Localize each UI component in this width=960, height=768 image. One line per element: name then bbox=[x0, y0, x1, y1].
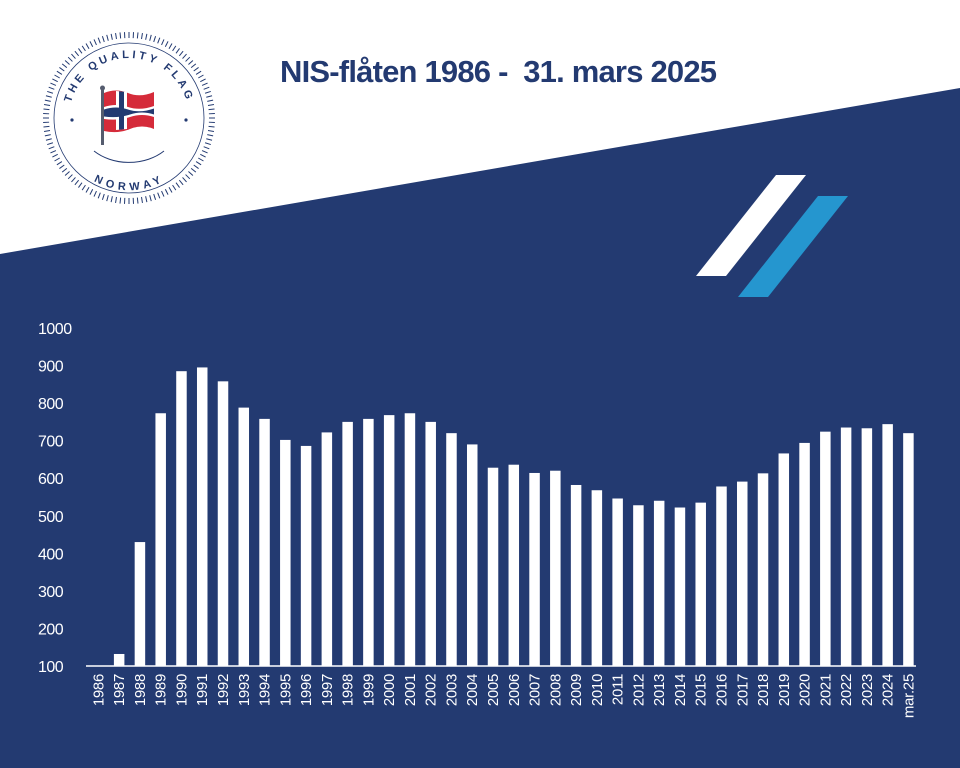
x-tick-label: 2024 bbox=[880, 674, 897, 706]
x-tick-label: 2009 bbox=[568, 674, 585, 706]
x-axis: 1986 1987 1988 1989 1990 1991 1992 1993 1994 1995… bbox=[90, 674, 917, 718]
bar-1992 bbox=[217, 381, 229, 666]
x-tick-label: 2016 bbox=[713, 674, 730, 706]
x-tick-label: 2017 bbox=[734, 674, 751, 706]
y-tick-label: 400 bbox=[38, 546, 64, 563]
bar-2006 bbox=[508, 464, 520, 666]
bar-1988 bbox=[134, 542, 146, 666]
bar-2024 bbox=[882, 424, 893, 666]
y-tick-label: 600 bbox=[38, 471, 64, 488]
x-tick-label: 2006 bbox=[506, 674, 523, 706]
y-tick-label: 900 bbox=[38, 359, 64, 376]
x-tick-label: 2005 bbox=[485, 674, 502, 706]
bar-2007 bbox=[529, 472, 540, 666]
bar-1993 bbox=[238, 407, 250, 666]
x-tick-label: 2003 bbox=[443, 674, 460, 706]
x-tick-label: 2018 bbox=[755, 674, 772, 706]
x-tick-label: 2022 bbox=[838, 674, 855, 706]
bar-2010 bbox=[591, 490, 603, 666]
bar-1998 bbox=[342, 421, 353, 666]
bar-mar-25 bbox=[903, 433, 914, 666]
bar-2013 bbox=[653, 500, 665, 666]
bar-2001 bbox=[404, 413, 416, 666]
x-tick-label: 2001 bbox=[402, 674, 419, 706]
x-tick-label: 1998 bbox=[340, 674, 357, 706]
x-tick-label: 1989 bbox=[153, 674, 170, 706]
x-tick-label: 2008 bbox=[547, 674, 564, 706]
x-tick-label: 1992 bbox=[215, 674, 232, 706]
x-tick-label: 2014 bbox=[672, 674, 689, 706]
x-tick-label: 2002 bbox=[423, 674, 440, 706]
page-title: NIS-flåten 1986 - 31. mars 2025 bbox=[280, 54, 717, 89]
bar-2002 bbox=[425, 421, 436, 666]
bar-2009 bbox=[570, 484, 582, 666]
x-tick-label: 1997 bbox=[319, 674, 336, 706]
x-tick-label: 2015 bbox=[693, 674, 710, 706]
bar-2016 bbox=[716, 486, 727, 666]
x-tick-label: 1991 bbox=[194, 674, 211, 706]
x-tick-label: 2023 bbox=[859, 674, 876, 706]
x-tick-label: 2011 bbox=[610, 674, 627, 705]
bar-1991 bbox=[196, 367, 208, 666]
bar-1989 bbox=[155, 413, 166, 666]
bar-1999 bbox=[363, 418, 374, 666]
x-tick-label: 2000 bbox=[381, 674, 398, 706]
bar-2008 bbox=[550, 470, 561, 666]
x-tick-label: 2004 bbox=[464, 674, 481, 706]
bar-1995 bbox=[280, 439, 291, 666]
x-tick-label: 2007 bbox=[527, 674, 544, 706]
bar-2004 bbox=[466, 444, 478, 666]
y-axis: 100 200 300 400 500 600 700 800 900 1000 bbox=[38, 321, 73, 676]
x-tick-label: 1995 bbox=[277, 674, 294, 706]
bar-2014 bbox=[674, 507, 686, 666]
y-tick-label: 500 bbox=[38, 509, 64, 526]
x-tick-label: 2010 bbox=[589, 674, 606, 706]
bar-1994 bbox=[259, 418, 270, 666]
bars bbox=[113, 367, 914, 666]
x-tick-label: 1990 bbox=[173, 674, 190, 706]
y-tick-label: 700 bbox=[38, 434, 64, 451]
bar-2005 bbox=[487, 467, 499, 666]
y-tick-label: 1000 bbox=[38, 321, 72, 338]
bar-2021 bbox=[820, 431, 831, 666]
bar-2015 bbox=[695, 502, 706, 666]
bar-2012 bbox=[633, 505, 644, 666]
y-tick-label: 200 bbox=[38, 621, 64, 638]
bar-1990 bbox=[176, 371, 187, 666]
bar-2020 bbox=[799, 442, 810, 666]
y-tick-label: 300 bbox=[38, 584, 64, 601]
y-tick-label: 100 bbox=[38, 659, 64, 676]
x-tick-label: 1994 bbox=[257, 674, 274, 706]
x-tick-label: 1986 bbox=[90, 674, 107, 706]
x-tick-label: 1996 bbox=[298, 674, 315, 706]
logo-tick-ring bbox=[43, 32, 215, 204]
y-tick-label: 800 bbox=[38, 396, 64, 413]
bar-1997 bbox=[321, 432, 333, 666]
bar-2018 bbox=[757, 473, 769, 666]
x-tick-label: 1987 bbox=[111, 674, 128, 706]
bar-2000 bbox=[383, 415, 395, 666]
x-tick-label: 2020 bbox=[797, 674, 814, 706]
x-tick-label: mar.25 bbox=[900, 674, 917, 718]
bar-2011 bbox=[612, 498, 623, 666]
bar-2023 bbox=[861, 428, 873, 666]
brand-stripes-icon bbox=[696, 175, 848, 297]
bar-1987 bbox=[113, 653, 125, 666]
x-tick-label: 2012 bbox=[630, 674, 647, 706]
x-tick-label: 2013 bbox=[651, 674, 668, 706]
bar-2019 bbox=[778, 453, 790, 666]
x-tick-label: 1993 bbox=[236, 674, 253, 706]
bar-2003 bbox=[446, 433, 457, 666]
x-tick-label: 2021 bbox=[817, 674, 834, 706]
bar-2017 bbox=[737, 481, 748, 666]
bar-1996 bbox=[300, 445, 312, 666]
quality-flag-logo: THE QUALITY FLAG NORWAY bbox=[43, 32, 215, 204]
norwegian-flag-icon bbox=[100, 85, 154, 145]
x-tick-label: 1999 bbox=[360, 674, 377, 706]
x-tick-label: 1988 bbox=[132, 674, 149, 706]
x-tick-label: 2019 bbox=[776, 674, 793, 706]
bar-2022 bbox=[840, 427, 852, 666]
